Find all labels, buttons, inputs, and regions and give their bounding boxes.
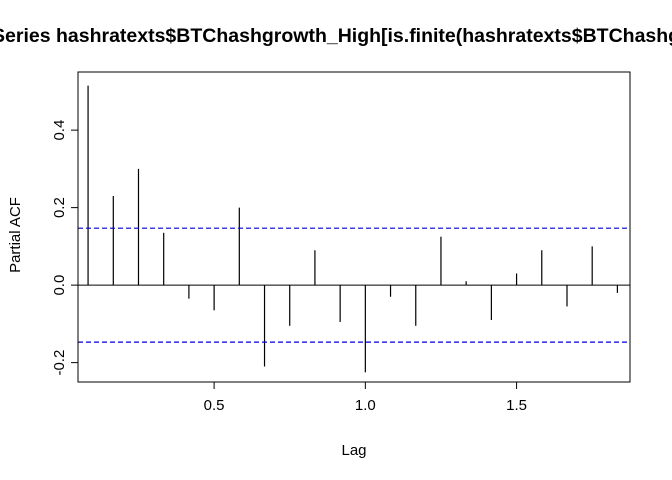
y-tick-label: 0.2 [51,197,68,218]
chart-title: Series hashratexts$BTChashgrowth_High[is… [0,25,672,47]
y-tick-label: 0.4 [51,120,68,141]
y-axis-label: Partial ACF [7,197,24,273]
x-axis-label: Lag [341,442,366,459]
pacf-bars [87,85,618,373]
x-tick-label: 1.5 [506,397,527,414]
y-tick-label: -0.2 [51,350,68,376]
x-tick-label: 0.5 [204,397,225,414]
plot-frame [77,71,631,383]
y-tick-label: 0.0 [51,275,68,296]
y-axis: -0.2 0.0 0.2 0.4 [51,120,79,376]
x-axis: 0.5 1.0 1.5 [204,381,527,414]
x-tick-label: 1.0 [355,397,376,414]
confidence-lines [78,227,630,343]
